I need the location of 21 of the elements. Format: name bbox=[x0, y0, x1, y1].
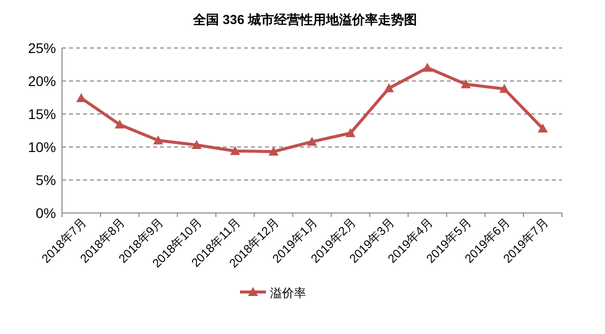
point bbox=[307, 136, 317, 146]
y-tick-label: 0% bbox=[36, 205, 56, 221]
y-tick-label: 25% bbox=[28, 40, 56, 56]
point bbox=[114, 120, 125, 129]
point bbox=[499, 84, 510, 93]
y-tick-label: 5% bbox=[36, 172, 56, 188]
chart-title: 全国 336 城市经营性用地溢价率走势图 bbox=[192, 12, 417, 27]
point bbox=[384, 83, 394, 92]
point bbox=[153, 135, 164, 144]
point bbox=[422, 62, 432, 72]
point bbox=[76, 93, 86, 102]
point bbox=[345, 128, 356, 138]
point bbox=[538, 124, 548, 133]
legend-label: 溢价率 bbox=[270, 286, 306, 300]
point bbox=[192, 140, 202, 150]
point bbox=[268, 146, 279, 156]
y-tick-label: 15% bbox=[28, 106, 56, 122]
point bbox=[230, 146, 240, 155]
y-tick-label: 10% bbox=[28, 139, 56, 155]
y-tick-label: 20% bbox=[28, 73, 56, 89]
point bbox=[460, 79, 471, 88]
